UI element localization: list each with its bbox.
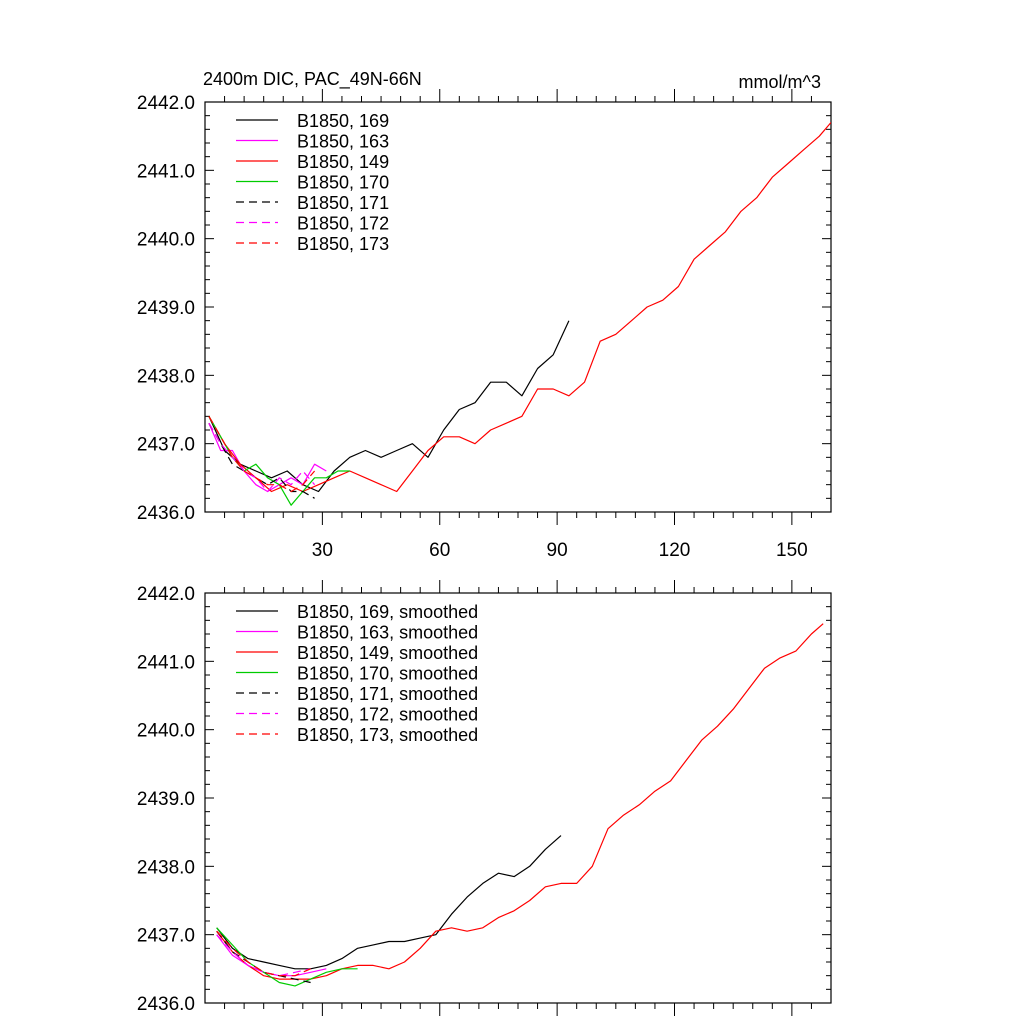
series-group <box>208 122 831 506</box>
series-line <box>208 422 315 499</box>
series-line <box>216 934 311 977</box>
legend-entry-label: B1850, 170, smoothed <box>297 664 478 684</box>
y-tick-label: 2440.0 <box>137 230 195 251</box>
legend-entry-label: B1850, 170 <box>297 173 389 193</box>
y-tick-label: 2440.0 <box>137 721 195 742</box>
legend-entry-label: B1850, 163, smoothed <box>297 623 478 643</box>
series-line <box>216 835 562 970</box>
y-tick-label: 2437.0 <box>137 926 195 947</box>
series-group <box>216 623 824 987</box>
x-tick-label: 30 <box>312 540 333 561</box>
chart-title: 2400m DIC, PAC_49N-66N <box>203 69 422 90</box>
y-tick-label: 2437.0 <box>137 435 195 456</box>
series-line <box>208 122 831 493</box>
legend-entry-label: B1850, 172, smoothed <box>297 705 478 725</box>
x-tick-label: 150 <box>776 540 808 561</box>
legend-entry-label: B1850, 149 <box>297 152 389 172</box>
panel-raw: 2436.0 2437.0 2438.0 2439.0 2440.0 2441.0 2442… <box>137 69 832 561</box>
x-tick-label: 120 <box>659 540 691 561</box>
legend-entry-label: B1850, 173, smoothed <box>297 725 478 745</box>
y-tick-label: 2441.0 <box>137 652 195 673</box>
series-line <box>208 422 316 493</box>
legend-entry-label: B1850, 172 <box>297 214 389 234</box>
y-tick-label: 2442.0 <box>137 584 195 605</box>
series-line <box>216 927 358 987</box>
series-line <box>208 422 327 493</box>
legend-entry-label: B1850, 163 <box>297 132 389 152</box>
series-line <box>216 930 311 977</box>
legend-entry-label: B1850, 169 <box>297 111 389 131</box>
y-tick-label: 2438.0 <box>137 366 195 387</box>
series-line <box>216 930 311 984</box>
y-tick-label: 2442.0 <box>137 93 195 114</box>
legend-entry-label: B1850, 149, smoothed <box>297 643 478 663</box>
x-tick-label: 90 <box>547 540 568 561</box>
x-tick-label: 60 <box>429 540 450 561</box>
series-line <box>208 320 570 493</box>
y-tick-label: 2438.0 <box>137 857 195 878</box>
y-tick-label: 2436.0 <box>137 994 195 1015</box>
legend-entry-label: B1850, 169, smoothed <box>297 602 478 622</box>
panel-smoothed: 2436.0 2437.0 2438.0 2439.0 2440.0 2441.0 2442… <box>137 580 832 1016</box>
y-tick-label: 2441.0 <box>137 161 195 182</box>
legend-entry-label: B1850, 171 <box>297 193 389 213</box>
y-tick-label: 2439.0 <box>137 789 195 810</box>
legend-entry-label: B1850, 171, smoothed <box>297 684 478 704</box>
y-tick-label: 2436.0 <box>137 503 195 524</box>
units-label: mmol/m^3 <box>739 72 821 92</box>
legend-entry-label: B1850, 173 <box>297 234 389 254</box>
series-line <box>216 623 824 980</box>
y-tick-label: 2439.0 <box>137 298 195 319</box>
series-line <box>208 416 316 493</box>
